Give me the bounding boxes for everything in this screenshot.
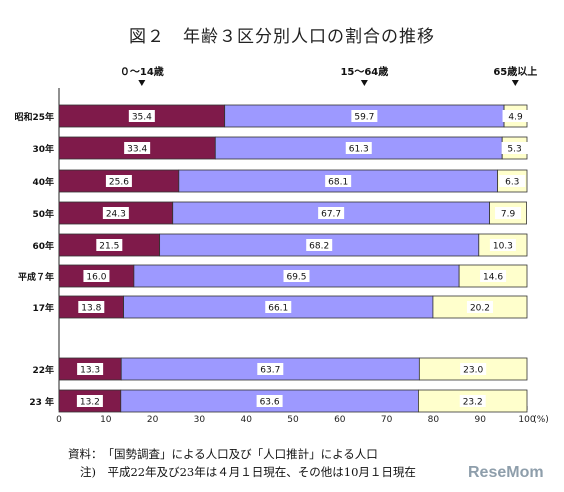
data-label-box [83,270,110,282]
data-label-box [460,363,487,375]
data-label: 68.2 [309,242,329,252]
data-label: 10.3 [493,242,513,252]
resemom-logo: ReseMom [468,464,544,481]
category-label: 17年 [32,302,54,314]
data-label-box [124,142,151,154]
data-label-box [306,239,333,251]
legend-marker-icon [138,80,146,86]
legend-label: ０～14歳 [120,65,164,78]
data-label-box [105,175,132,187]
data-label-box [78,301,105,313]
data-label: 6.3 [505,178,519,188]
data-label-box [466,301,493,313]
data-label-box [76,395,103,407]
legend-marker-icon [360,80,368,86]
data-label: 7.9 [501,210,516,220]
category-label: 50年 [32,208,54,220]
source-note: 資料： 「国勢調査」による人口及び「人口推計」による人口 [68,447,378,461]
data-label-box [257,363,284,375]
logo-text: ReseMom [468,464,544,481]
data-label-box [459,395,486,407]
data-label: 67.7 [321,210,341,220]
x-tick-label: 30 [194,415,206,425]
x-tick-label: 10 [100,415,112,425]
legend-label: 65歳以上 [493,65,537,78]
x-tick-label: 50 [287,415,299,425]
x-tick-label: 40 [240,415,252,425]
category-label: 昭和25年 [14,111,54,123]
footnote: 注) 平成22年及び23年は４月１日現在、その他は10月１日現在 [80,465,416,479]
data-label: 13.3 [80,366,100,376]
data-label: 5.3 [507,145,521,155]
x-axis-unit: (%) [533,415,549,425]
chart-title: 図２ 年齢３区分別人口の割合の推移 [129,27,435,47]
legend-label: 15～64歳 [340,65,388,78]
data-label: 24.3 [106,210,126,220]
data-label-box [265,301,292,313]
data-label-box [318,207,345,219]
x-tick-label: 80 [428,415,440,425]
x-tick-label: 0 [56,415,62,425]
data-label: 66.1 [268,304,288,314]
x-tick-label: 60 [334,415,346,425]
data-label: 25.6 [109,178,129,188]
data-label-box [489,239,516,251]
data-label-box [501,142,528,154]
data-label-box [77,363,104,375]
data-label-box [96,239,123,251]
legend-marker-icon [511,80,519,86]
data-label: 63.6 [260,398,280,408]
data-label-box [102,207,129,219]
data-label-box [128,110,155,122]
data-label: 23.2 [463,398,483,408]
data-label: 59.7 [354,113,374,123]
category-label: 60年 [32,240,54,252]
category-label: 22年 [32,364,54,376]
data-label-box [502,110,529,122]
category-label: 30年 [32,143,54,155]
data-label: 68.1 [328,178,348,188]
data-label: 16.0 [86,273,106,283]
category-label: 平成７年 [18,271,54,283]
x-tick-label: 70 [381,415,393,425]
data-label-box [351,110,378,122]
x-tick-label: 90 [474,415,486,425]
data-label: 35.4 [132,113,152,123]
data-label: 13.2 [80,398,100,408]
category-label: 23 年 [29,396,54,408]
data-label: 21.5 [99,242,119,252]
data-label: 69.5 [286,273,306,283]
data-label-box [345,142,372,154]
x-tick-label: 20 [147,415,159,425]
data-label-box [480,270,507,282]
data-label: 14.6 [483,273,503,283]
data-label-box [495,207,522,219]
data-label: 20.2 [470,304,490,314]
data-label-box [325,175,352,187]
data-label: 13.8 [81,304,101,314]
data-label-box [256,395,283,407]
x-tick-label: 100 [518,415,535,425]
data-label-box [499,175,526,187]
data-label: 61.3 [349,145,369,155]
data-label: 4.9 [508,113,523,123]
category-label: 40年 [32,176,54,188]
data-label-box [283,270,310,282]
data-label: 23.0 [463,366,483,376]
data-label: 63.7 [260,366,280,376]
data-label: 33.4 [127,145,147,155]
